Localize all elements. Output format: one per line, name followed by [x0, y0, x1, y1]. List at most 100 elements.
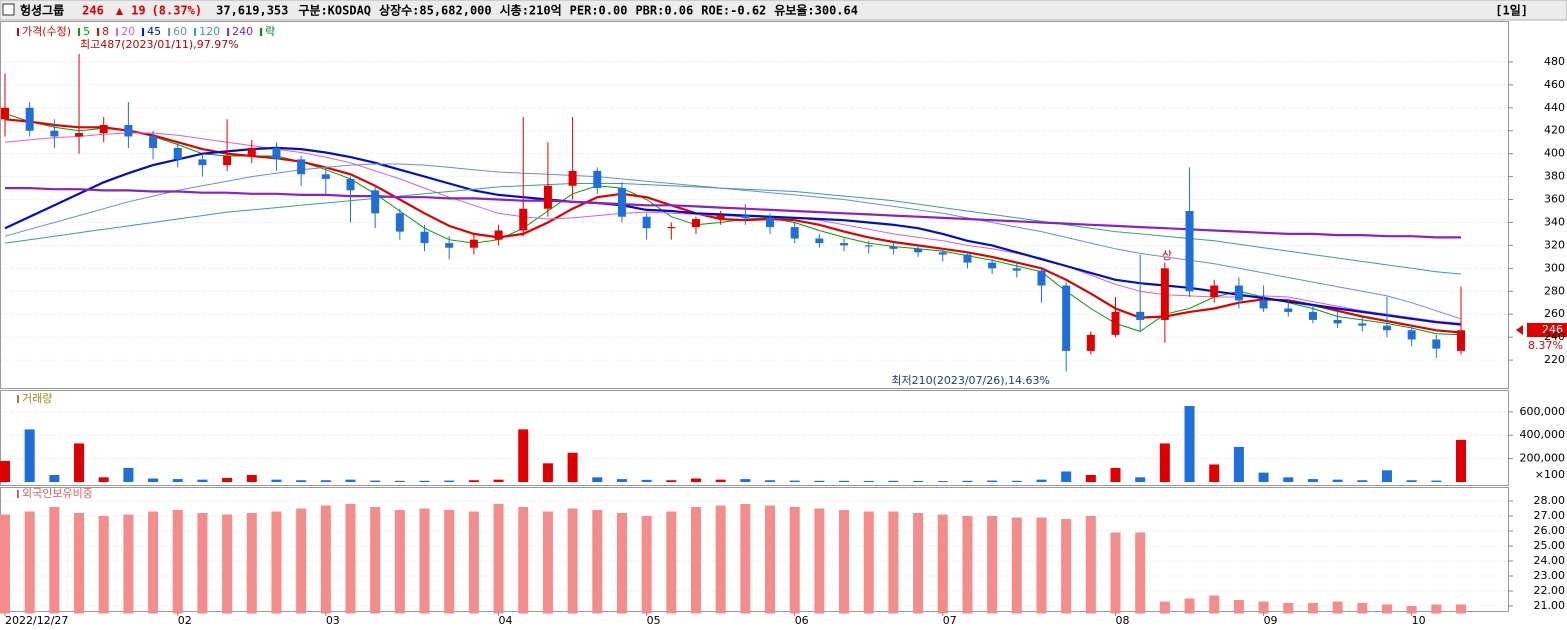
bar: [172, 510, 183, 614]
x-tick-label: 06: [795, 614, 809, 627]
bar: [468, 480, 479, 482]
header-item: 상장수:85,682,000: [379, 3, 492, 18]
limit-up-mark: 상: [1162, 249, 1172, 262]
bar: [1011, 480, 1022, 482]
candle-body: [247, 147, 256, 156]
moving-average-line: [4, 118, 1462, 334]
candle-body: [1407, 330, 1416, 340]
bar: [74, 443, 85, 482]
candle-body: [420, 231, 429, 244]
bar: [715, 479, 726, 482]
last-price-box: [1527, 323, 1567, 337]
bar: [1406, 480, 1417, 482]
bar: [789, 507, 800, 614]
bar: [271, 511, 282, 614]
bar: [1332, 601, 1343, 614]
legend-swatch: [260, 28, 263, 36]
bar: [98, 516, 109, 614]
y-tick-label: 420: [1544, 124, 1565, 137]
bar: [1283, 603, 1294, 614]
bar: [888, 480, 899, 482]
bar: [1233, 446, 1244, 482]
bar: [518, 507, 529, 614]
header-item: PER:0.00: [570, 4, 628, 18]
bar: [715, 505, 726, 614]
bar: [271, 479, 282, 482]
bar: [666, 511, 677, 614]
bar: [493, 504, 504, 614]
bar: [1381, 470, 1392, 482]
candle-body: [75, 133, 84, 137]
legend-swatch: [194, 28, 197, 36]
x-tick-label: 04: [499, 614, 513, 627]
candle-body: [691, 219, 700, 228]
bar: [962, 480, 973, 482]
bar: [888, 511, 899, 614]
bar: [641, 516, 652, 614]
panel-title-marker: [17, 490, 19, 498]
legend-swatch: [168, 28, 171, 36]
bar: [814, 480, 825, 482]
bar: [222, 514, 233, 614]
y-tick-label: 380: [1544, 170, 1565, 183]
x-tick-label: 03: [326, 614, 340, 627]
bar: [1381, 604, 1392, 614]
candle-body: [1457, 330, 1465, 351]
candle-body: [741, 215, 750, 218]
bar: [690, 507, 701, 614]
bar: [296, 508, 307, 614]
bar: [1061, 471, 1072, 482]
bar: [493, 479, 504, 482]
candle-body: [1432, 339, 1441, 349]
y-tick-label: 24.00: [1534, 554, 1566, 567]
moving-average-line: [4, 163, 1462, 320]
bar: [1110, 467, 1121, 482]
volume-panel: [0, 390, 1509, 486]
candle-body: [1185, 211, 1194, 292]
panel-title: 거래량: [22, 392, 52, 405]
bar: [123, 467, 134, 482]
bar: [49, 474, 60, 482]
x-tick-label: 05: [647, 614, 661, 627]
bar: [1406, 606, 1417, 614]
candle-body: [988, 262, 997, 269]
checkbox[interactable]: [2, 3, 15, 16]
y-tick-label: 360: [1544, 193, 1565, 206]
legend-label: 가격(수정): [22, 25, 71, 38]
bar: [444, 510, 455, 614]
bar: [394, 480, 405, 482]
candle-body: [198, 159, 207, 166]
volume-unit: ×100: [1535, 468, 1565, 481]
y-tick-label: 460: [1544, 78, 1565, 91]
candle-body: [272, 147, 281, 160]
bar: [863, 480, 874, 482]
bar: [1135, 532, 1146, 614]
legend-swatch: [17, 28, 19, 36]
candle-body: [1160, 268, 1169, 320]
header-item: ROE:-0.62: [701, 4, 766, 18]
y-tick-label: 300: [1544, 261, 1565, 274]
candle-body: [815, 238, 824, 244]
bar: [1456, 604, 1466, 614]
candle-body: [593, 170, 602, 189]
candle-body: [642, 216, 651, 229]
y-tick-label: 400: [1544, 147, 1565, 160]
bar: [1184, 406, 1195, 482]
bar: [444, 480, 455, 482]
bar: [740, 504, 751, 614]
bar: [1357, 603, 1368, 614]
candle-body: [1333, 319, 1342, 324]
legend-label: 60: [173, 25, 187, 38]
legend-swatch: [78, 28, 81, 36]
y-tick-label: 22.00: [1534, 584, 1566, 597]
legend-label: 8: [102, 25, 109, 38]
candle-body: [1259, 300, 1268, 309]
candle-body: [321, 174, 330, 179]
bar: [98, 477, 109, 482]
bar: [197, 513, 208, 614]
header-item: 시총:210억: [500, 3, 562, 18]
bar: [1061, 519, 1072, 614]
candle-body: [1086, 334, 1095, 351]
bar: [666, 480, 677, 482]
